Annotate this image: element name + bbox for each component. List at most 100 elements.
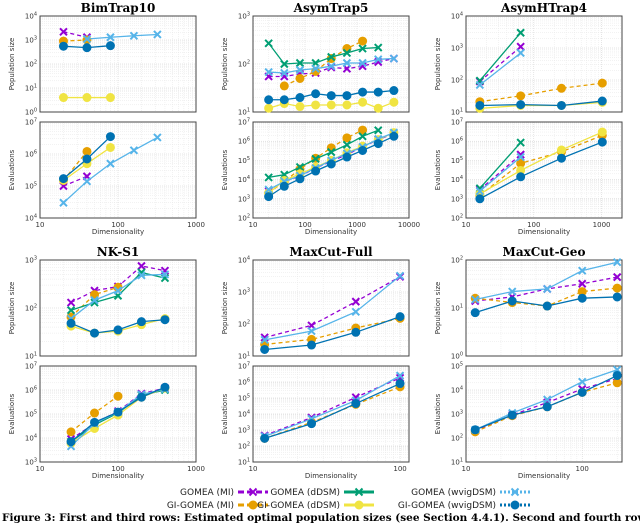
y-tick-label: 101 <box>238 352 250 361</box>
y-tick-label: 107 <box>25 362 37 371</box>
data-point <box>295 65 305 75</box>
data-point <box>311 64 320 73</box>
data-point <box>58 93 68 103</box>
data-point <box>58 41 68 51</box>
data-point <box>260 344 270 354</box>
y-tick-label: 100 <box>25 108 37 117</box>
data-point <box>295 73 305 83</box>
y-tick-label: 104 <box>25 12 37 21</box>
plot-frame <box>252 121 410 219</box>
data-point <box>470 425 480 435</box>
data-point <box>311 154 320 164</box>
data-point <box>113 325 123 335</box>
y-tick-label: 102 <box>238 214 250 223</box>
data-point <box>597 137 607 147</box>
data-point <box>470 308 480 318</box>
data-point <box>280 59 289 69</box>
series-gomea_wvig <box>475 152 525 196</box>
data-point <box>113 407 123 417</box>
data-point <box>105 41 115 51</box>
series-gi_wvig <box>66 315 170 338</box>
y-tick-label: 102 <box>451 214 463 223</box>
y-tick-label: 101 <box>238 458 250 467</box>
legend-label: GI-GOMEA (dDSM) <box>257 501 340 511</box>
plot-frame <box>39 15 197 113</box>
series-line <box>479 131 603 195</box>
y-tick-label: 105 <box>25 410 37 419</box>
legend-marker <box>510 487 520 497</box>
x-axis-label: Dimensionality <box>305 228 357 236</box>
data-point <box>374 43 383 52</box>
data-point <box>578 279 587 288</box>
series-gi_wvig <box>475 96 607 110</box>
data-point <box>280 68 289 78</box>
data-point <box>342 140 352 149</box>
data-point <box>264 103 274 113</box>
series-gi_wvig <box>58 41 115 53</box>
data-point <box>389 131 399 141</box>
x-tick-label: 10 <box>462 465 471 473</box>
data-point <box>612 257 622 267</box>
y-axis-label: Evaluations <box>8 149 16 190</box>
population-plot: 101 102 103 104 Population size <box>221 256 410 361</box>
y-tick-label: 104 <box>238 410 250 419</box>
data-point <box>106 159 115 168</box>
series-gomea_wvig <box>82 30 162 44</box>
data-point <box>395 271 405 281</box>
x-tick-label: 10000 <box>398 221 420 229</box>
data-point <box>389 54 399 63</box>
data-point <box>82 34 92 44</box>
data-point <box>351 327 361 337</box>
data-point <box>342 91 352 101</box>
series-line <box>264 276 401 339</box>
series-gomea_wvig <box>59 133 162 207</box>
y-tick-label: 101 <box>451 108 463 117</box>
data-point <box>327 52 336 62</box>
data-point <box>351 399 361 409</box>
y-axis-label: Evaluations <box>221 149 229 190</box>
data-point <box>327 147 336 157</box>
y-tick-label: 107 <box>238 118 250 127</box>
y-tick-label: 101 <box>238 108 250 117</box>
y-axis-label: Population size <box>8 282 16 335</box>
y-tick-label: 106 <box>238 137 250 146</box>
data-point <box>82 146 92 156</box>
panel-title: MaxCut-Geo <box>503 245 586 259</box>
data-point <box>59 198 68 207</box>
legend-entry-gi_mi: GI-GOMEA (MI) <box>167 500 268 511</box>
data-point <box>59 27 68 36</box>
data-point <box>358 61 367 71</box>
y-tick-label: 104 <box>451 386 463 395</box>
data-point <box>342 48 352 58</box>
data-point <box>327 61 336 71</box>
data-point <box>612 272 622 282</box>
data-point <box>342 100 352 110</box>
legend-entry-gomea_ddsm: GOMEA (dDSM) <box>270 487 374 498</box>
data-point <box>264 192 274 202</box>
y-tick-label: 101 <box>25 352 37 361</box>
y-tick-label: 104 <box>451 175 463 184</box>
population-plot: 101 102 103 104 Population size <box>434 12 623 117</box>
panel-title: MaxCut-Full <box>289 245 373 259</box>
series-line <box>479 46 522 82</box>
legend-label: GOMEA (dDSM) <box>270 488 340 498</box>
data-point <box>542 301 552 311</box>
data-point <box>295 102 305 112</box>
data-point <box>105 132 115 142</box>
series-gomea_mi <box>260 272 405 342</box>
y-tick-label: 103 <box>238 194 250 203</box>
data-point <box>508 287 517 296</box>
y-tick-label: 105 <box>451 156 463 165</box>
series-gomea_ddsm <box>264 39 383 69</box>
data-point <box>160 315 170 325</box>
data-point <box>612 371 622 381</box>
data-point <box>129 146 139 155</box>
data-point <box>389 86 399 96</box>
data-point <box>516 150 525 159</box>
data-point <box>307 340 317 350</box>
data-point <box>342 133 352 143</box>
data-point <box>66 305 76 315</box>
plot-frame <box>39 365 197 463</box>
series-line <box>264 275 401 341</box>
